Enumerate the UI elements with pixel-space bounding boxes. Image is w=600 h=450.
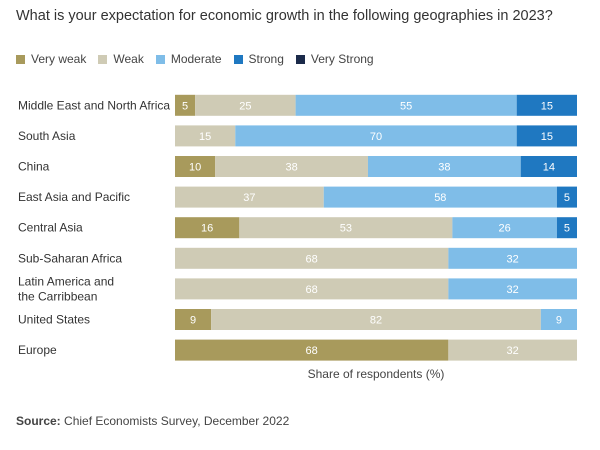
category-label: Middle East and North Africa bbox=[18, 98, 170, 112]
data-label: 58 bbox=[434, 192, 446, 204]
bar-segment-weak bbox=[175, 186, 324, 208]
chart-title: What is your expectation for economic gr… bbox=[16, 8, 553, 24]
bar-segment-moderate bbox=[540, 309, 577, 330]
bar-segment-moderate bbox=[323, 186, 557, 208]
data-label: 32 bbox=[507, 253, 519, 265]
data-label: 32 bbox=[507, 284, 519, 296]
bar-segment-weak bbox=[175, 125, 236, 147]
data-label: 14 bbox=[543, 162, 555, 174]
bar-segment-moderate bbox=[452, 217, 557, 239]
source-label: Source: bbox=[16, 414, 61, 428]
source-note: Source: Chief Economists Survey, Decembe… bbox=[16, 414, 289, 428]
bar-segment-strong bbox=[520, 156, 577, 177]
bar-segment-moderate bbox=[448, 247, 577, 269]
legend-label-strong: Strong bbox=[248, 52, 284, 66]
category-label: Sub-Saharan Africa bbox=[18, 251, 122, 265]
x-axis-label: Share of respondents (%) bbox=[308, 367, 445, 381]
data-label: 68 bbox=[306, 253, 318, 265]
data-label: 10 bbox=[189, 162, 201, 174]
legend-swatch-very-strong bbox=[295, 54, 305, 64]
bar-segment-moderate bbox=[367, 156, 521, 177]
legend-label-very-strong: Very Strong bbox=[310, 52, 374, 66]
data-label: 38 bbox=[285, 162, 297, 174]
bar-segment-very-weak bbox=[175, 339, 449, 361]
data-label: 82 bbox=[370, 315, 382, 327]
category-label: East Asia and Pacific bbox=[18, 190, 130, 204]
data-label: 5 bbox=[182, 100, 188, 112]
bar-segment-strong bbox=[556, 186, 577, 208]
legend-swatch-very-weak bbox=[16, 54, 25, 64]
bar-segment-very-weak bbox=[175, 217, 240, 239]
bar-segment-very-weak bbox=[175, 156, 216, 177]
data-label: 68 bbox=[306, 284, 318, 296]
data-label: 38 bbox=[438, 162, 450, 174]
category-label: Latin America and bbox=[18, 274, 114, 288]
legend-swatch-moderate bbox=[155, 54, 165, 64]
data-label: 15 bbox=[541, 100, 553, 112]
bar-segment-weak bbox=[175, 278, 449, 300]
data-label: 15 bbox=[541, 131, 553, 143]
data-label: 16 bbox=[201, 223, 213, 235]
bar-segment-moderate bbox=[448, 278, 577, 300]
legend-item-very-strong: Very Strong bbox=[295, 52, 374, 66]
data-label: 5 bbox=[564, 192, 570, 204]
data-label: 15 bbox=[199, 131, 211, 143]
bar-segment-weak bbox=[175, 247, 449, 269]
source-text: Chief Economists Survey, December 2022 bbox=[64, 414, 290, 428]
bar-segment-weak bbox=[215, 156, 368, 177]
category-label: South Asia bbox=[18, 129, 76, 143]
bar-segment-weak bbox=[211, 309, 541, 330]
category-label: Europe bbox=[18, 343, 57, 357]
bar-segment-moderate bbox=[235, 125, 517, 147]
data-label: 5 bbox=[564, 223, 570, 235]
legend-item-weak: Weak bbox=[98, 52, 144, 66]
bar-segment-very-weak bbox=[175, 309, 212, 330]
data-label: 55 bbox=[400, 100, 412, 112]
bar-segment-strong bbox=[516, 125, 577, 147]
data-label: 70 bbox=[370, 131, 382, 143]
legend-item-moderate: Moderate bbox=[155, 52, 222, 66]
category-label: United States bbox=[18, 313, 90, 327]
legend-label-moderate: Moderate bbox=[170, 52, 222, 66]
data-label: 9 bbox=[190, 315, 196, 327]
data-label: 25 bbox=[239, 100, 251, 112]
data-label: 53 bbox=[340, 223, 352, 235]
data-label: 37 bbox=[243, 192, 255, 204]
data-label: 32 bbox=[507, 345, 519, 357]
legend-label-very-weak: Very weak bbox=[31, 52, 87, 66]
data-label: 26 bbox=[499, 223, 511, 235]
category-label: the Carribbean bbox=[18, 289, 97, 303]
category-label: Central Asia bbox=[18, 221, 83, 235]
bar-segment-weak bbox=[239, 217, 453, 239]
data-label: 9 bbox=[556, 315, 562, 327]
category-label: China bbox=[18, 160, 50, 174]
bar-segment-strong bbox=[556, 217, 577, 239]
legend-item-strong: Strong bbox=[233, 52, 284, 66]
legend-swatch-strong bbox=[233, 54, 243, 64]
legend-item-very-weak: Very weak bbox=[16, 52, 86, 66]
bar-segment-weak bbox=[195, 94, 296, 116]
legend-swatch-weak bbox=[98, 54, 108, 64]
bar-segment-strong bbox=[516, 94, 577, 116]
data-label: 68 bbox=[306, 345, 318, 357]
bar-segment-moderate bbox=[295, 94, 517, 116]
legend-label-weak: Weak bbox=[113, 52, 144, 66]
bar-segment-very-weak bbox=[175, 94, 196, 116]
chart-legend: Very weak Weak Moderate Strong Very Strong bbox=[16, 52, 386, 66]
bar-segment-weak bbox=[448, 339, 577, 361]
